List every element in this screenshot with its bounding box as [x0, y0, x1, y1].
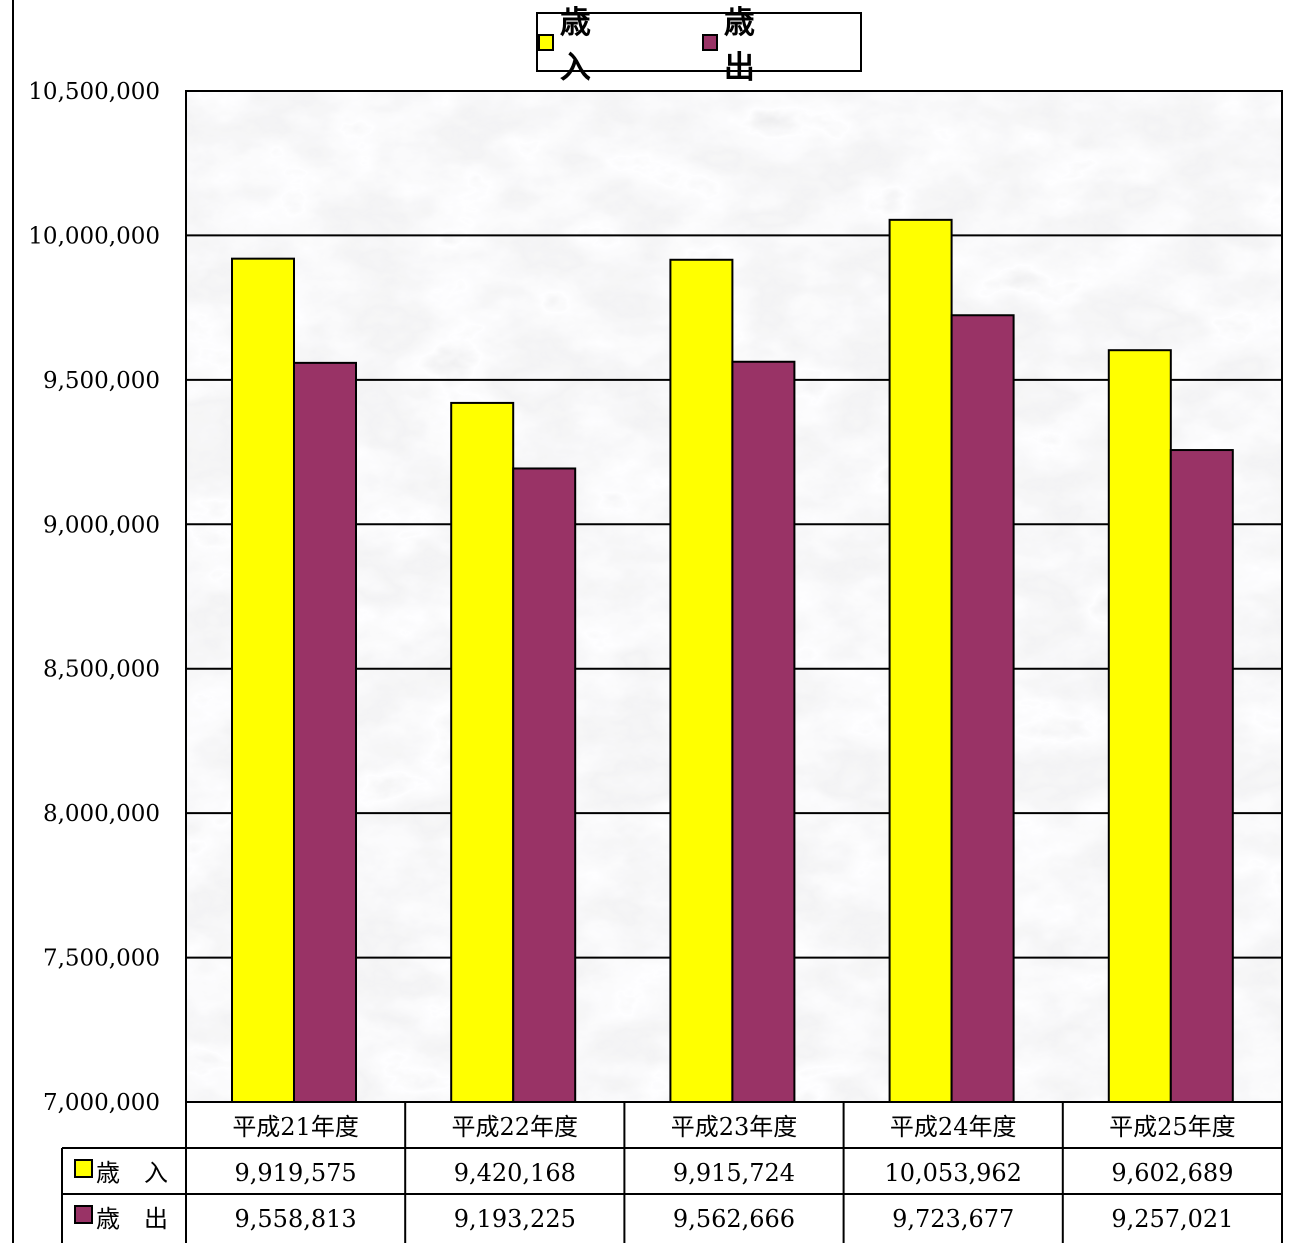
bar-expenditure — [293, 361, 357, 1103]
bar-expenditure — [512, 467, 577, 1103]
table-swatch-revenue — [74, 1159, 93, 1178]
table-cell-expenditure: 9,193,225 — [454, 1205, 576, 1233]
y-axis-tick-labels: 7,000,000 7,500,000 8,000,000 8,500,000 9,00… — [28, 79, 160, 1116]
table-cell-expenditure: 9,558,813 — [235, 1205, 357, 1233]
table-row-label-revenue: 歳 入 — [96, 1159, 168, 1187]
legend-swatch-revenue — [538, 33, 554, 51]
chart-legend: 歳 入 歳 出 — [536, 5, 862, 86]
bar-expenditure — [950, 314, 1015, 1103]
category-label: 平成24年度 — [890, 1113, 1017, 1141]
y-tick-label: 10,000,000 — [28, 223, 160, 249]
table-cell-revenue: 9,420,168 — [454, 1159, 576, 1187]
table-cell-expenditure: 9,562,666 — [673, 1205, 795, 1233]
table-cell-expenditure: 9,723,677 — [892, 1205, 1014, 1233]
y-tick-label: 7,500,000 — [43, 946, 160, 972]
data-table-grid — [61, 1101, 1283, 1243]
table-cell-revenue: 9,919,575 — [235, 1159, 357, 1187]
y-tick-label: 8,500,000 — [43, 657, 160, 683]
table-cell-expenditure: 9,257,021 — [1111, 1205, 1233, 1233]
category-label: 平成22年度 — [452, 1113, 579, 1141]
legend-item-revenue: 歳 入 — [538, 0, 696, 87]
category-label: 平成21年度 — [232, 1113, 359, 1141]
bar-revenue — [1107, 349, 1172, 1103]
y-tick-label: 7,000,000 — [43, 1090, 160, 1116]
category-label: 平成23年度 — [671, 1113, 798, 1141]
table-swatch-expenditure — [74, 1205, 93, 1224]
table-cell-revenue: 9,915,724 — [673, 1159, 795, 1187]
legend-label-revenue: 歳 入 — [559, 5, 660, 86]
y-tick-label: 9,000,000 — [43, 512, 160, 538]
legend-item-expenditure: 歳 出 — [702, 0, 860, 87]
bar-revenue — [231, 257, 295, 1103]
bar-revenue — [669, 258, 734, 1104]
legend-label-expenditure: 歳 出 — [723, 5, 824, 86]
bar-expenditure — [731, 360, 796, 1103]
table-row-label-expenditure: 歳 出 — [96, 1205, 168, 1233]
y-tick-label: 8,000,000 — [43, 801, 160, 827]
chart-frame-left-border — [12, 0, 14, 1243]
bar-expenditure — [1169, 449, 1234, 1104]
table-cell-revenue: 9,602,689 — [1111, 1159, 1233, 1187]
y-tick-label: 9,500,000 — [43, 368, 160, 394]
category-label: 平成25年度 — [1109, 1113, 1236, 1141]
legend-swatch-expenditure — [702, 33, 718, 51]
bars — [231, 218, 1234, 1104]
table-cell-revenue: 10,053,962 — [884, 1159, 1021, 1187]
y-tick-label: 10,500,000 — [28, 79, 160, 105]
